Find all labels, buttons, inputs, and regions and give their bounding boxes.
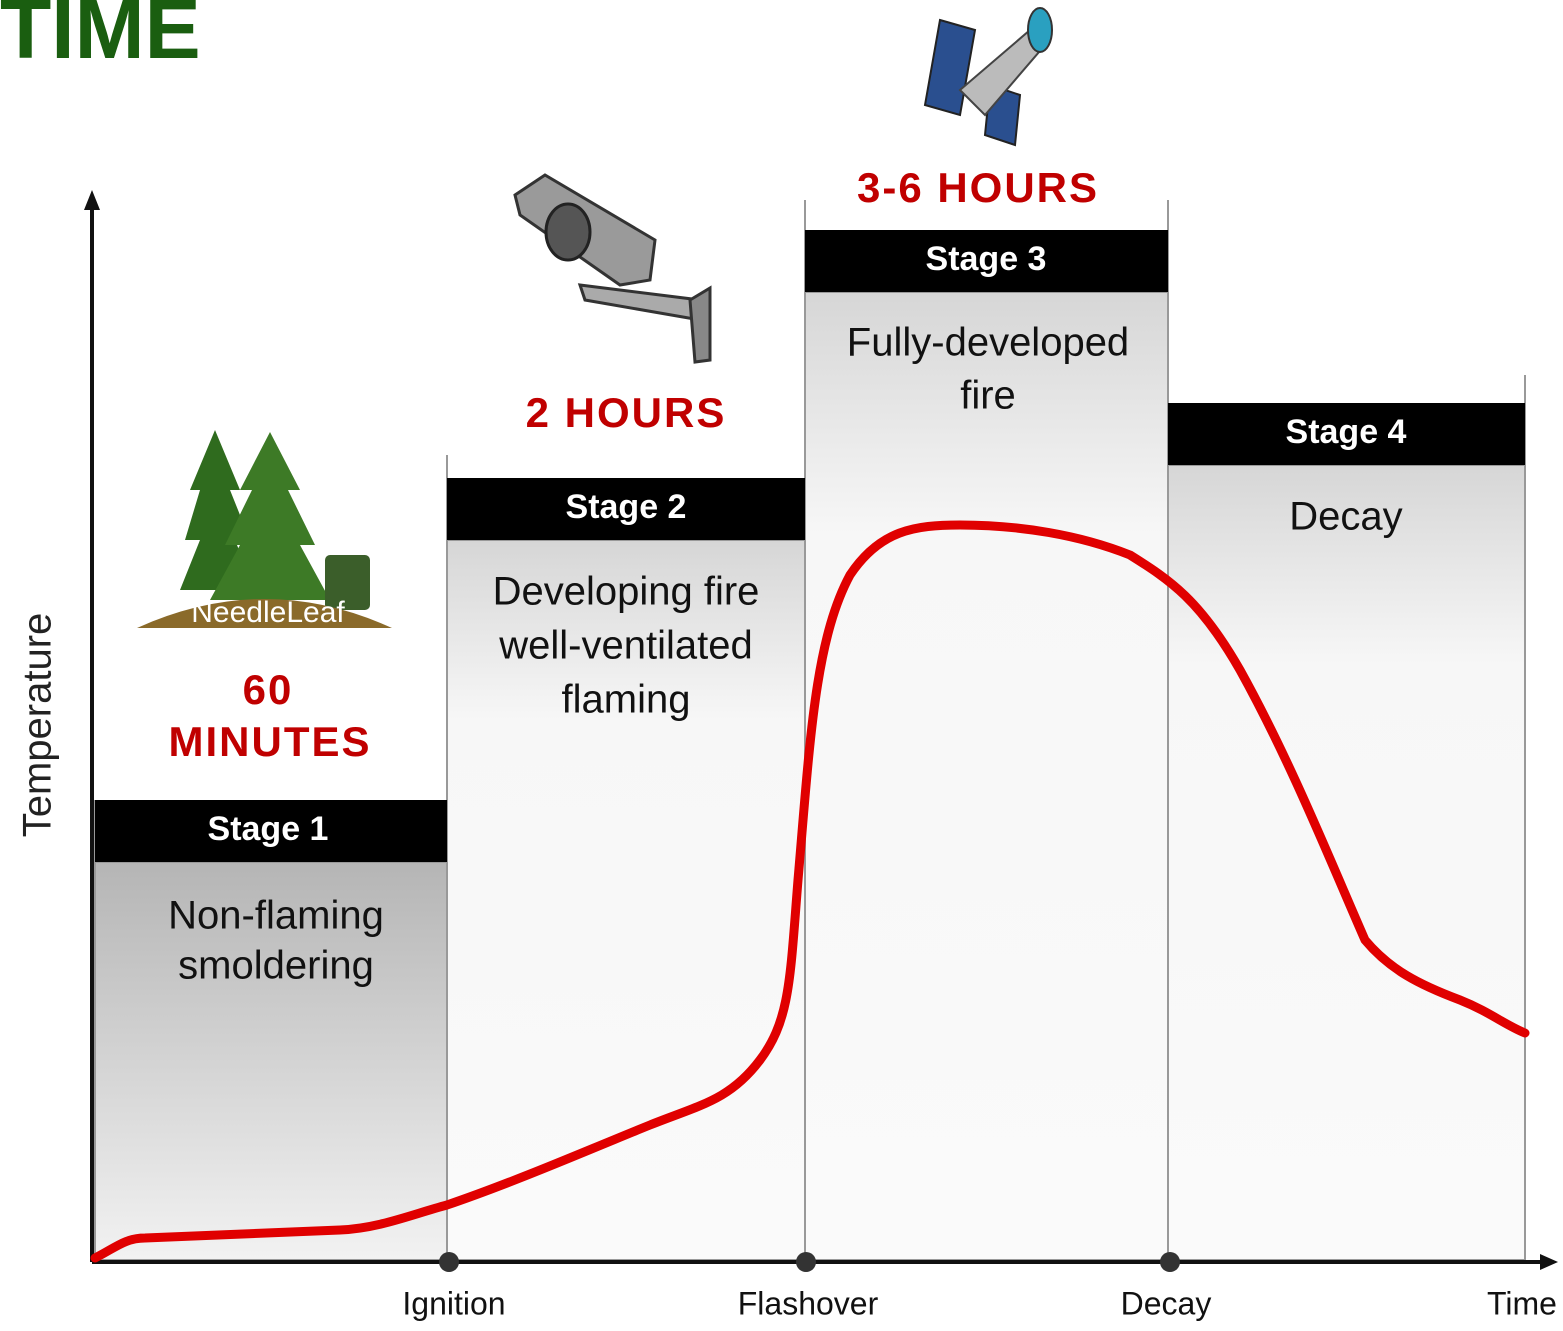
stage-description: Fully-developed: [847, 321, 1129, 365]
logo-text: NeedleLeaf: [191, 596, 345, 629]
stage-duration: MINUTES: [169, 718, 372, 765]
camera-icon: [513, 173, 712, 364]
stage-description: smoldering: [178, 944, 374, 988]
axes: [90, 200, 1550, 1264]
stage-description: Decay: [1289, 495, 1402, 539]
stage-label: Stage 3: [926, 240, 1047, 278]
x-marker: Flashover: [738, 1285, 879, 1321]
stage-description: flaming: [562, 678, 691, 722]
axis-dots: [439, 1252, 1180, 1272]
y-axis-label: Temperature: [16, 613, 60, 838]
stage-duration: 3-6 HOURS: [857, 164, 1099, 211]
arrowhead: [1540, 1254, 1558, 1270]
stage-description: fire: [960, 374, 1016, 418]
stage-label: Stage 1: [208, 810, 329, 848]
x-marker: Ignition: [402, 1285, 505, 1321]
x-marker: Decay: [1121, 1285, 1212, 1321]
stage-headers: [95, 230, 1525, 862]
stage-duration: 2 HOURS: [526, 389, 727, 436]
x-axis-label: Time: [1487, 1285, 1557, 1321]
logo: NeedleLeaf: [135, 428, 393, 629]
satellite-icon: [923, 7, 1053, 147]
arrowhead: [84, 190, 100, 210]
stage-label: Stage 2: [566, 488, 687, 526]
stage-description: well-ventilated: [498, 624, 752, 668]
stage-description: Non-flaming: [168, 894, 384, 938]
stage-duration: 60: [243, 666, 294, 713]
stage-label: Stage 4: [1286, 413, 1407, 451]
title: TIME: [0, 0, 201, 76]
temperature-curve: [90, 520, 1530, 1263]
stage-description: Developing fire: [493, 570, 760, 614]
